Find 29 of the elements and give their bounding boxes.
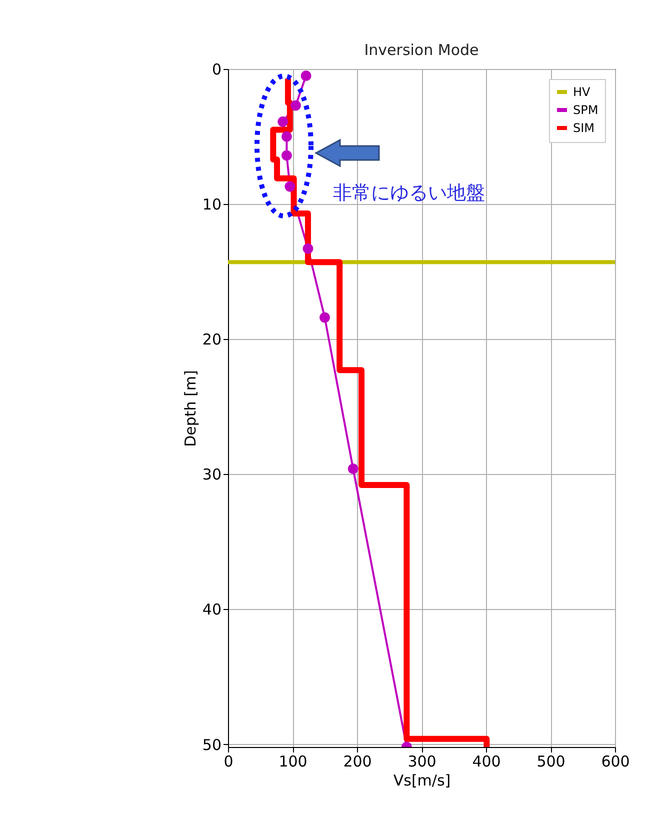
y-tick-label: 40 — [202, 600, 222, 619]
point — [278, 116, 288, 127]
point — [290, 100, 301, 111]
point — [320, 312, 330, 323]
point — [284, 181, 296, 192]
x-tick-label: 500 — [536, 752, 566, 770]
x-tick-label: 400 — [472, 752, 501, 770]
legend-label: SPM — [573, 103, 598, 117]
y-tick-label: 0 — [212, 60, 222, 78]
y-tick-label: 20 — [202, 330, 222, 349]
y-tick-label: 10 — [202, 196, 222, 214]
x-axis-title: Vs[m/s] — [393, 772, 451, 790]
x-tick-label: 300 — [408, 752, 436, 770]
x-tick-label: 600 — [601, 752, 630, 770]
point — [281, 150, 292, 161]
x-tick-label: 200 — [343, 752, 372, 770]
chart-title: Inversion Mode — [364, 41, 479, 59]
y-axis-title: Depth [m] — [181, 370, 200, 447]
y-tick-label: 30 — [202, 466, 222, 484]
point — [302, 243, 314, 254]
y-tick-label: 50 — [202, 736, 222, 754]
point — [281, 131, 292, 142]
point — [300, 70, 312, 81]
annotation: 非常にゆるい地盤 — [333, 182, 485, 204]
legend-label: HV — [573, 85, 592, 99]
x-tick-label: 0 — [224, 752, 234, 770]
legend-label: SIM — [573, 121, 595, 135]
point — [348, 464, 358, 474]
x-tick-label: 100 — [278, 752, 308, 770]
